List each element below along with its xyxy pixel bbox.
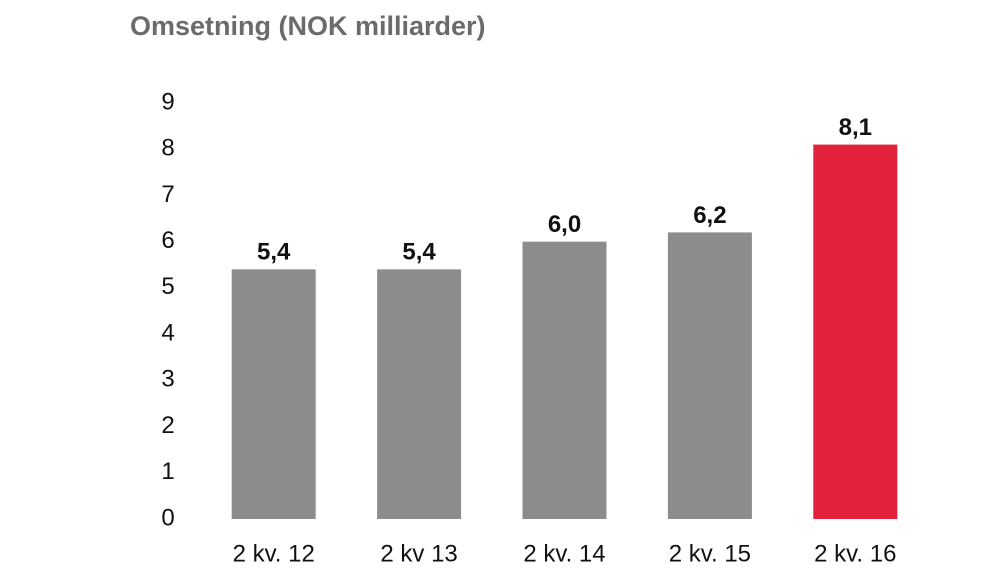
x-tick-label: 2 kv. 14 [523, 540, 605, 567]
value-label: 5,4 [402, 239, 436, 266]
bar [231, 269, 316, 519]
value-label: 6,2 [693, 202, 726, 229]
y-tick-label: 3 [161, 366, 174, 393]
chart-title: Omsetning (NOK milliarder) [130, 11, 486, 41]
value-label: 8,1 [839, 114, 872, 141]
bar [813, 144, 898, 519]
y-tick-label: 9 [161, 88, 174, 115]
x-tick-label: 2 kv. 12 [233, 540, 315, 567]
y-tick-label: 5 [161, 273, 174, 300]
y-tick-label: 0 [161, 504, 174, 531]
y-tick-label: 6 [161, 227, 174, 254]
y-tick-label: 2 [161, 412, 174, 439]
x-tick-label: 2 kv. 15 [669, 540, 751, 567]
x-tick-label: 2 kv 13 [380, 540, 457, 567]
bar [667, 232, 752, 519]
value-label: 6,0 [548, 211, 581, 238]
bar [377, 269, 462, 519]
y-tick-label: 8 [161, 135, 174, 162]
y-tick-label: 1 [161, 458, 174, 485]
bar [522, 241, 607, 519]
y-tick-label: 7 [161, 181, 174, 208]
y-tick-label: 4 [161, 319, 174, 346]
x-tick-label: 2 kv. 16 [814, 540, 896, 567]
value-label: 5,4 [257, 239, 291, 266]
